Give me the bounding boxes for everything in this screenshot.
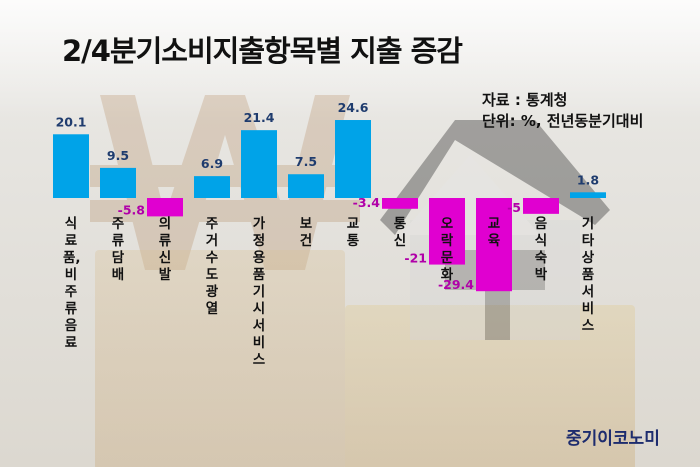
value-label: -29.4 [438,277,474,292]
category-label: 주류담배 [111,216,125,283]
bar [476,198,512,292]
value-label: -5.8 [118,202,145,217]
value-label: -5 [507,200,521,215]
category-label: 오락문화 [440,216,454,283]
value-label: 9.5 [107,148,129,163]
category-label: 교통 [346,216,360,249]
bar [335,120,371,198]
bar [241,130,277,198]
unit-line: 단위: %, 전년동분기대비 [482,112,644,130]
banknote-stack-right [345,305,635,467]
category-label: 가정용품기시서비스 [252,216,266,368]
category-label: 교육 [487,216,501,249]
brand-logo: 중기이코노미 [566,429,660,449]
value-label: 20.1 [56,114,87,129]
value-label: 7.5 [295,154,317,169]
bar [288,174,324,198]
value-label: 1.8 [577,172,599,187]
category-label: 의류신발 [158,216,172,283]
source-note: 자료 : 통계청 단위: %, 전년동분기대비 [482,90,643,132]
chart-title: 2/4분기소비지출항목별 지출 증감 [62,34,463,68]
category-label: 통신 [393,216,407,249]
value-label: 21.4 [244,110,275,125]
banknote-stack-left [95,250,345,467]
value-label: -3.4 [353,195,381,210]
bar [429,198,465,265]
category-label: 보건 [299,216,313,249]
bar [194,176,230,198]
category-label: 기타상품서비스 [581,216,595,334]
bar [382,198,418,209]
value-label: -21 [404,251,427,266]
bar [570,192,606,198]
bar [147,198,183,217]
background-glow [0,0,700,120]
bar [53,134,89,198]
bar [523,198,559,214]
value-label: 6.9 [201,156,223,171]
category-label: 음식숙박 [534,216,548,283]
value-label: 24.6 [338,100,369,115]
bar [100,167,136,198]
category-label: 식료품, 비주류음료 [63,216,81,351]
category-label: 주거수도광열 [205,216,219,317]
source-line: 자료 : 통계청 [482,91,568,109]
